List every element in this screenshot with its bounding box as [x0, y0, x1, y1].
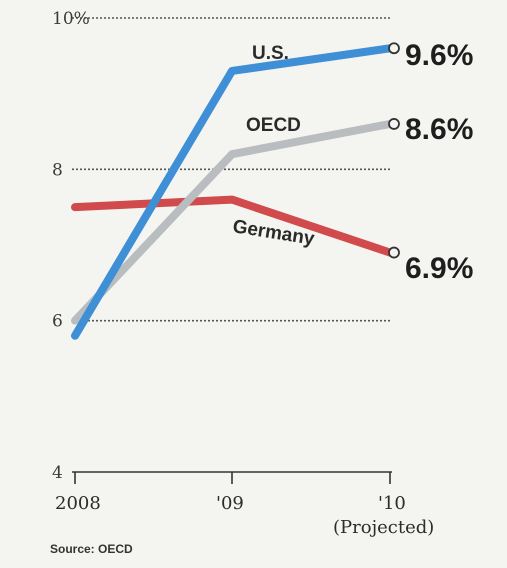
- end-value-oecd: 8.6%: [405, 113, 473, 146]
- y-tick-label-8: 8: [52, 160, 63, 180]
- x-tick-label-0: 2008: [55, 493, 101, 514]
- source-note: Source: OECD: [50, 542, 133, 556]
- end-marker-germany: [388, 246, 400, 259]
- end-marker-oecd: [388, 118, 400, 130]
- y-tick-label-4: 4: [52, 463, 63, 483]
- series-label-us: U.S.: [252, 43, 289, 64]
- series-line-us: [71, 44, 394, 340]
- end-value-germany: 6.9%: [405, 252, 473, 285]
- x-axis: [72, 471, 392, 484]
- y-tick-label-6: 6: [52, 312, 63, 332]
- x-tick-sublabel-2: (Projected): [333, 517, 434, 538]
- y-tick-label-10: 10%: [52, 9, 90, 29]
- series-label-oecd: OECD: [246, 115, 301, 136]
- series-lines: [71, 42, 400, 340]
- y-tick-labels: 10% 8 6 4: [52, 9, 90, 483]
- end-value-us: 9.6%: [405, 39, 473, 72]
- x-tick-label-2: '10: [378, 493, 406, 514]
- x-tick-labels: 2008 '09 '10 (Projected): [55, 493, 434, 538]
- series-line-oecd: [71, 119, 394, 325]
- gridlines: [72, 17, 392, 322]
- x-tick-label-1: '09: [216, 493, 244, 514]
- end-marker-us: [388, 42, 400, 55]
- series-line-germany: [71, 195, 394, 257]
